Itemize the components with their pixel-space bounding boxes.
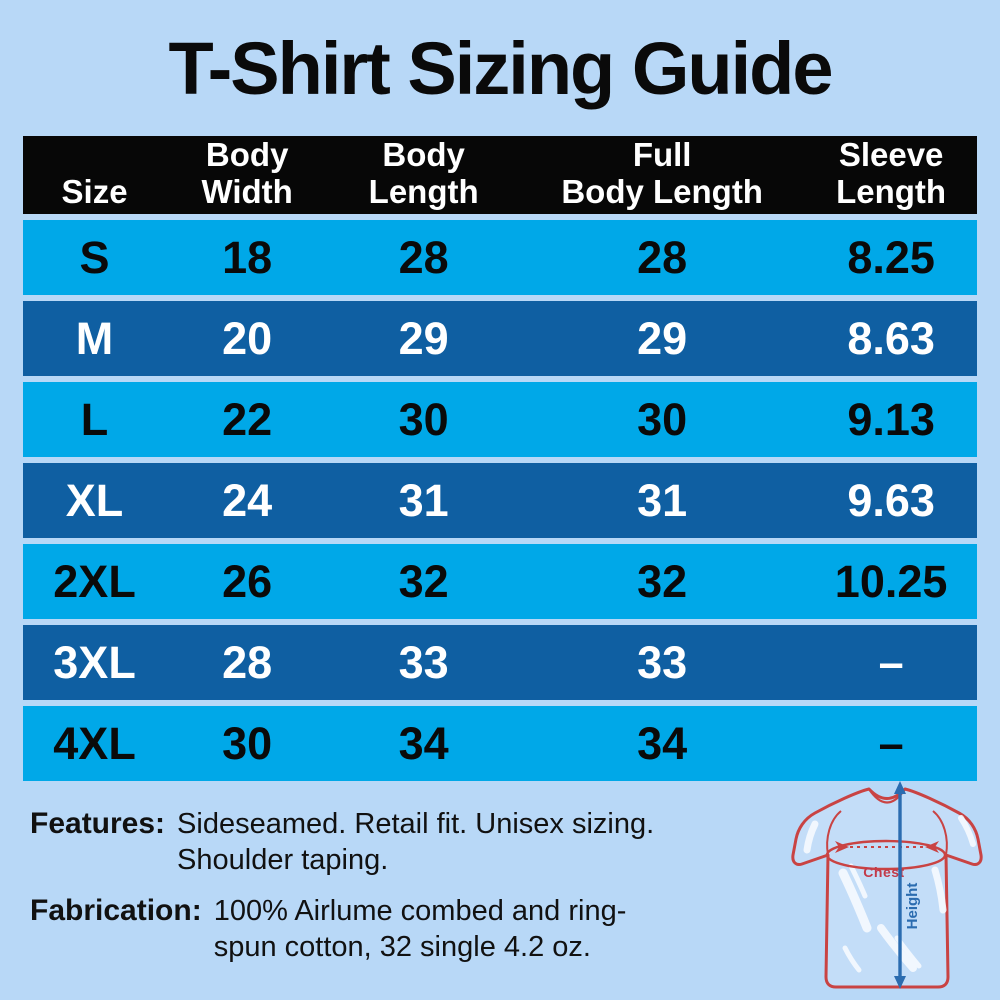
sleeve-length-cell: 9.13 — [847, 394, 935, 445]
column-header-sleeve-length: Sleeve Length — [805, 136, 977, 217]
column-header-line: Body — [205, 136, 289, 173]
chest-arrowhead-left — [835, 841, 849, 853]
chest-arrowhead-right — [925, 841, 939, 853]
fabrication-note: Fabrication: 100% Airlume combed and rin… — [30, 893, 654, 965]
column-header-line: Full — [632, 136, 692, 173]
column-header-line: Sleeve — [838, 136, 944, 173]
table-header-row: Size Body Width Body Length Full Body Le… — [23, 136, 977, 214]
full-body-length-cell: 34 — [637, 718, 688, 769]
features-line-2: Shoulder taping. — [177, 844, 389, 876]
column-header-body-width: Body Width — [166, 136, 328, 217]
body-length-cell: 29 — [398, 313, 449, 364]
body-width-cell: 20 — [222, 313, 273, 364]
height-arrowhead-bottom — [894, 976, 906, 989]
body-width-cell: 24 — [222, 475, 273, 526]
column-header-line: Width — [201, 173, 293, 210]
column-header-full-body-length: Full Body Length — [519, 136, 805, 217]
size-cell: 2XL — [53, 556, 136, 607]
body-length-cell: 33 — [398, 637, 449, 688]
body-length-cell: 30 — [398, 394, 449, 445]
armhole-seam-left — [826, 810, 842, 856]
column-header-line: Size — [61, 173, 128, 210]
full-body-length-cell: 32 — [637, 556, 688, 607]
sleeve-length-cell: 8.25 — [847, 232, 935, 283]
table-row-s: S 18 28 28 8.25 — [23, 220, 977, 295]
full-body-length-cell: 30 — [637, 394, 688, 445]
table-row-3xl: 3XL 28 33 33 – — [23, 625, 977, 700]
size-cell: 4XL — [53, 718, 136, 769]
body-length-cell: 28 — [398, 232, 449, 283]
body-length-cell: 31 — [398, 475, 449, 526]
size-table: Size Body Width Body Length Full Body Le… — [23, 136, 977, 781]
table-row-2xl: 2XL 26 32 32 10.25 — [23, 544, 977, 619]
sleeve-length-cell: – — [878, 718, 904, 769]
sleeve-length-cell: 9.63 — [847, 475, 935, 526]
size-cell: XL — [65, 475, 124, 526]
size-cell: M — [75, 313, 114, 364]
size-cell: L — [80, 394, 109, 445]
fabrication-line-1: 100% Airlume combed and ring- — [213, 895, 627, 927]
body-width-cell: 22 — [222, 394, 273, 445]
column-header-line: Body — [382, 136, 465, 173]
page-title: T-Shirt Sizing Guide — [168, 27, 834, 110]
fabrication-line-2: spun cotton, 32 single 4.2 oz. — [213, 931, 591, 963]
fabrication-text: 100% Airlume combed and ring- spun cotto… — [214, 893, 627, 965]
product-notes: Features: Sideseamed. Retail fit. Unisex… — [30, 806, 654, 980]
features-line-1: Sideseamed. Retail fit. Unisex sizing. — [177, 808, 655, 840]
body-width-cell: 26 — [222, 556, 273, 607]
table-row-4xl: 4XL 30 34 34 – — [23, 706, 977, 781]
features-text: Sideseamed. Retail fit. Unisex sizing. S… — [177, 806, 654, 878]
chest-measure-ellipse — [825, 839, 947, 871]
column-header-line: Length — [836, 173, 947, 210]
armhole-seam-right — [932, 810, 948, 856]
size-cell: S — [79, 232, 110, 283]
full-body-length-cell: 31 — [637, 475, 688, 526]
sleeve-length-cell: 8.63 — [847, 313, 935, 364]
features-note: Features: Sideseamed. Retail fit. Unisex… — [30, 806, 654, 878]
fabrication-label: Fabrication: — [30, 894, 202, 927]
column-header-body-length: Body Length — [328, 136, 519, 217]
body-length-cell: 34 — [398, 718, 449, 769]
height-arrowhead-top — [894, 781, 906, 794]
features-label: Features: — [30, 807, 166, 840]
full-body-length-cell: 29 — [637, 313, 688, 364]
tshirt-outline — [791, 787, 983, 989]
body-width-cell: 28 — [222, 637, 273, 688]
column-header-line: Length — [368, 173, 479, 210]
body-width-cell: 18 — [222, 232, 273, 283]
sleeve-length-cell: – — [878, 637, 904, 688]
height-label: Height — [904, 883, 921, 930]
table-row-l: L 22 30 30 9.13 — [23, 382, 977, 457]
sleeve-length-cell: 10.25 — [834, 556, 948, 607]
column-header-size: Size — [23, 136, 166, 217]
body-length-cell: 32 — [398, 556, 449, 607]
full-body-length-cell: 33 — [637, 637, 688, 688]
full-body-length-cell: 28 — [637, 232, 688, 283]
body-width-cell: 30 — [222, 718, 273, 769]
table-row-m: M 20 29 29 8.63 — [23, 301, 977, 376]
table-row-xl: XL 24 31 31 9.63 — [23, 463, 977, 538]
size-cell: 3XL — [53, 637, 136, 688]
column-header-line: Body Length — [561, 173, 763, 210]
chest-label: Chest — [863, 864, 904, 880]
tshirt-measurement-diagram: Chest Height — [791, 781, 983, 989]
fabric-highlights — [803, 815, 976, 973]
